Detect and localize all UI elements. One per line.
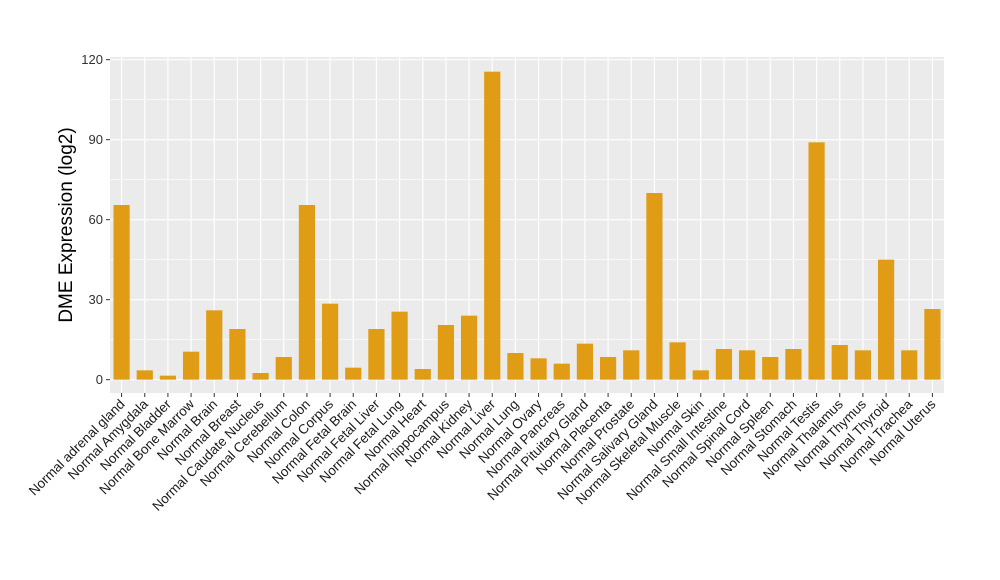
bar — [345, 367, 362, 380]
bar — [182, 351, 200, 380]
bar — [623, 350, 640, 380]
bar — [669, 342, 686, 380]
bar — [368, 329, 385, 380]
bar — [646, 193, 663, 380]
grid-minor — [110, 99, 944, 340]
bar — [321, 303, 339, 380]
bar — [460, 315, 478, 380]
bar — [924, 309, 941, 380]
bars — [113, 71, 941, 380]
bar — [854, 350, 872, 380]
bar — [229, 329, 246, 380]
y-axis: 0 30 60 90 120 — [81, 52, 110, 387]
bar — [738, 350, 756, 380]
bar — [901, 350, 918, 380]
bar — [391, 311, 408, 380]
bar — [113, 205, 130, 380]
plot-panel — [110, 57, 944, 393]
bar — [159, 375, 177, 380]
y-tick-label: 30 — [89, 292, 103, 307]
y-tick-label: 120 — [81, 52, 103, 67]
bar — [785, 349, 802, 380]
bar — [414, 369, 431, 380]
bar — [877, 259, 895, 380]
bar — [437, 325, 455, 380]
bar — [484, 71, 501, 380]
bar — [507, 353, 524, 380]
y-axis-title: DME Expression (log2) — [56, 127, 77, 322]
bar — [530, 358, 547, 380]
y-tick-label: 60 — [89, 212, 103, 227]
y-tick-label: 90 — [89, 132, 103, 147]
bar — [692, 370, 709, 380]
bar — [808, 142, 825, 380]
bar — [206, 310, 223, 380]
bar — [252, 373, 269, 380]
bar — [599, 357, 617, 380]
bar — [576, 343, 594, 380]
bar — [136, 370, 153, 380]
bar — [715, 349, 733, 380]
bar — [831, 345, 848, 380]
bar — [275, 357, 292, 380]
bar — [762, 357, 779, 380]
bar — [553, 363, 570, 380]
y-tick-label: 0 — [96, 372, 103, 387]
bar — [298, 205, 316, 380]
